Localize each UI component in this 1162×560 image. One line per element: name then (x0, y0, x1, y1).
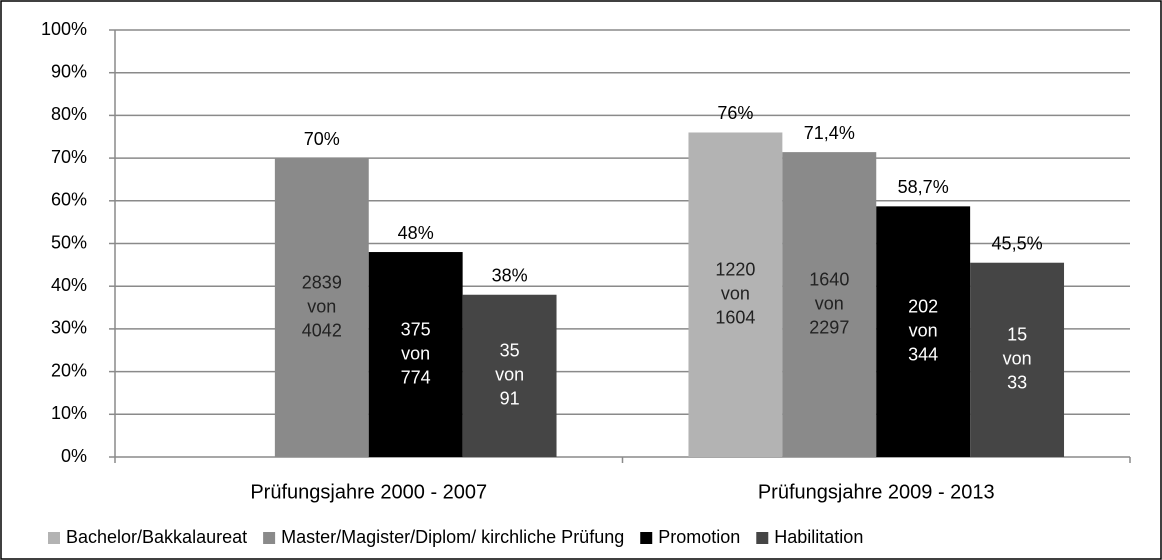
value-label: 58,7% (898, 177, 949, 197)
y-tick-label: 100% (41, 19, 87, 39)
value-label: 45,5% (992, 233, 1043, 253)
value-label: 38% (492, 265, 528, 285)
bar-inner-label: 2297 (809, 317, 849, 337)
y-tick-label: 90% (51, 61, 87, 81)
bar-inner-label: 2839 (302, 272, 342, 292)
bar (876, 206, 971, 457)
value-label: 70% (304, 129, 340, 149)
bar-inner-label: 202 (908, 296, 938, 316)
y-tick-label: 0% (61, 446, 87, 466)
legend-swatch (48, 532, 60, 544)
bar-inner-label: 774 (401, 367, 431, 387)
bar-inner-label: von (401, 343, 430, 363)
x-tick-label: Prüfungsjahre 2009 - 2013 (758, 481, 995, 503)
legend-swatch (263, 532, 276, 544)
value-label: 71,4% (804, 123, 855, 143)
legend-label: Bachelor/Bakkalaureat (66, 527, 247, 547)
legend-label: Promotion (658, 527, 740, 547)
y-tick-label: 80% (51, 104, 87, 124)
bar-inner-label: 1604 (715, 307, 755, 327)
bar (782, 152, 877, 457)
bar-inner-label: von (721, 283, 750, 303)
x-tick-label: Prüfungsjahre 2000 - 2007 (250, 481, 487, 503)
bar-inner-label: 1640 (809, 269, 849, 289)
y-tick-label: 10% (51, 403, 87, 423)
y-tick-label: 20% (51, 360, 87, 380)
bar-inner-label: von (815, 293, 844, 313)
bar-inner-label: 375 (401, 319, 431, 339)
bar (368, 252, 463, 457)
bar-inner-label: 344 (908, 344, 938, 364)
legend-label: Master/Magister/Diplom/ kirchliche Prüfu… (281, 527, 624, 547)
bar-inner-label: 1220 (715, 259, 755, 279)
bar-inner-label: 35 (500, 341, 520, 361)
bar-inner-label: 15 (1007, 325, 1027, 345)
bar-inner-label: 4042 (302, 320, 342, 340)
bar (688, 132, 783, 458)
legend-swatch (640, 532, 653, 544)
bar-inner-label: von (909, 320, 938, 340)
y-tick-label: 60% (51, 190, 87, 210)
bar-inner-label: 91 (500, 389, 520, 409)
y-tick-label: 50% (51, 232, 87, 252)
bar (970, 262, 1065, 457)
y-tick-label: 40% (51, 275, 87, 295)
y-tick-label: 70% (51, 147, 87, 167)
legend-label: Habilitation (774, 527, 863, 547)
bar-inner-label: von (1003, 349, 1032, 369)
value-label: 76% (717, 103, 753, 123)
legend-swatch (756, 532, 769, 544)
bar-inner-label: von (307, 296, 336, 316)
bar-inner-label: 33 (1007, 373, 1027, 393)
y-tick-label: 30% (51, 318, 87, 338)
bar (462, 294, 557, 457)
bar-inner-label: von (495, 365, 524, 385)
bar (274, 158, 369, 457)
value-label: 48% (398, 223, 434, 243)
